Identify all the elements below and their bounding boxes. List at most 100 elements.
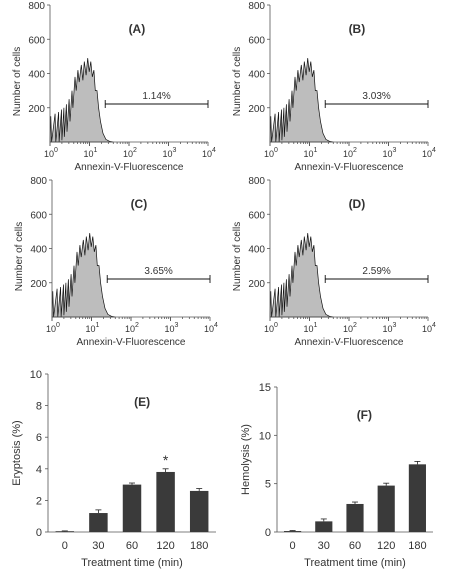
bar [284, 531, 302, 532]
x-tick-label: 180 [408, 540, 426, 552]
y-axis-label: Number of cells [14, 222, 25, 291]
x-tick-label: 10 [204, 324, 214, 334]
x-tick-exponent: 3 [393, 147, 397, 154]
x-tick-exponent: 4 [432, 147, 436, 154]
y-tick-label: 800 [248, 1, 265, 12]
y-tick-label: 10 [30, 369, 42, 381]
x-axis-label: Annexin-V-Fluorescence [75, 162, 184, 173]
x-tick-label: 10 [422, 324, 432, 334]
y-tick-label: 200 [248, 279, 265, 290]
x-axis-label: Annexin-V-Fluorescence [77, 337, 186, 348]
x-tick-label: 10 [84, 149, 94, 159]
histogram-area [269, 233, 334, 318]
x-tick-label: 10 [422, 149, 432, 159]
y-tick-label: 600 [248, 35, 265, 46]
histogram-area [49, 58, 114, 143]
x-tick-label: 10 [125, 324, 135, 334]
x-tick-label: 10 [343, 324, 353, 334]
y-axis-label: Number of cells [232, 222, 243, 291]
x-tick-exponent: 1 [314, 322, 318, 329]
x-tick-exponent: 2 [353, 147, 357, 154]
x-tick-label: 10 [304, 324, 314, 334]
histogram-area [51, 233, 116, 318]
x-tick-exponent: 3 [393, 322, 397, 329]
x-axis-label: Annexin-V-Fluorescence [295, 337, 404, 348]
gate-percentage: 3.03% [362, 91, 390, 102]
bar [122, 484, 142, 532]
x-tick-exponent: 4 [212, 147, 216, 154]
x-axis-label: Annexin-V-Fluorescence [295, 162, 404, 173]
x-tick-exponent: 0 [54, 147, 58, 154]
y-tick-label: 6 [36, 432, 42, 444]
histogram-area [269, 58, 334, 143]
x-tick-exponent: 2 [353, 322, 357, 329]
x-tick-exponent: 4 [214, 322, 218, 329]
y-tick-label: 8 [36, 401, 42, 413]
x-tick-label: 10 [264, 324, 274, 334]
panel-label: (D) [349, 197, 366, 211]
x-tick-label: 0 [62, 540, 68, 552]
x-tick-label: 180 [190, 540, 208, 552]
bar [55, 531, 75, 532]
bar [89, 513, 108, 532]
y-tick-label: 200 [248, 104, 265, 115]
y-tick-label: 800 [28, 1, 45, 12]
y-tick-label: 800 [30, 176, 47, 187]
x-tick-label: 10 [165, 324, 175, 334]
x-tick-exponent: 4 [432, 322, 436, 329]
y-axis-label: Number of cells [232, 47, 243, 116]
panel-label: (B) [349, 22, 366, 36]
x-tick-exponent: 1 [94, 147, 98, 154]
y-tick-label: 200 [30, 279, 47, 290]
y-axis-label: Eryptosis (%) [11, 420, 23, 485]
bar [346, 503, 364, 532]
gate-percentage: 2.59% [362, 266, 390, 277]
gate-percentage: 3.65% [144, 266, 172, 277]
x-tick-label: 10 [304, 149, 314, 159]
x-tick-label: 30 [92, 540, 104, 552]
y-tick-label: 2 [36, 495, 42, 507]
y-tick-label: 200 [28, 104, 45, 115]
y-tick-label: 400 [248, 70, 265, 81]
bar [315, 521, 333, 532]
bar [408, 464, 426, 532]
x-tick-label: 10 [46, 324, 56, 334]
x-tick-exponent: 1 [314, 147, 318, 154]
x-tick-exponent: 3 [173, 147, 177, 154]
bar [377, 485, 395, 532]
x-tick-label: 10 [163, 149, 173, 159]
x-tick-label: 10 [383, 149, 393, 159]
y-tick-label: 600 [248, 210, 265, 221]
y-tick-label: 800 [248, 176, 265, 187]
x-tick-exponent: 2 [133, 147, 137, 154]
x-axis-label: Treatment time (min) [81, 557, 183, 569]
bar [189, 490, 209, 532]
y-tick-label: 4 [36, 464, 42, 476]
panel-label: (A) [129, 22, 146, 36]
x-tick-exponent: 3 [175, 322, 179, 329]
x-tick-label: 10 [343, 149, 353, 159]
x-tick-label: 30 [318, 540, 330, 552]
y-tick-label: 400 [30, 245, 47, 256]
bar [156, 471, 175, 532]
y-axis-label: Hemolysis (%) [240, 424, 252, 495]
gate-percentage: 1.14% [142, 91, 170, 102]
y-tick-label: 400 [248, 245, 265, 256]
x-tick-label: 60 [349, 540, 361, 552]
x-tick-exponent: 0 [56, 322, 60, 329]
x-tick-exponent: 1 [96, 322, 100, 329]
x-tick-label: 10 [202, 149, 212, 159]
x-tick-exponent: 0 [274, 322, 278, 329]
panel-label: (C) [131, 197, 148, 211]
x-tick-label: 10 [86, 324, 96, 334]
bar-panel: 0 2 4 6 8 10 0 30 60 120 * 180 (E) Treatment time (mi… [11, 369, 216, 569]
y-tick-label: 5 [265, 479, 271, 491]
y-tick-label: 600 [28, 35, 45, 46]
y-tick-label: 0 [36, 527, 42, 539]
x-tick-label: 10 [123, 149, 133, 159]
panel-label: (F) [357, 408, 372, 422]
x-tick-label: 0 [290, 540, 296, 552]
y-tick-label: 10 [259, 430, 271, 442]
